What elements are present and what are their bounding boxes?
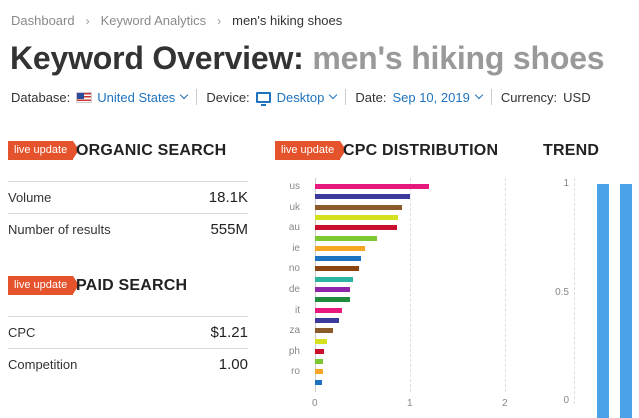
- metric-value: 555M: [210, 221, 248, 238]
- chevron-right-icon: ›: [85, 13, 90, 28]
- trend-tick-label: 0: [563, 395, 569, 406]
- live-update-badge: live update: [275, 141, 347, 160]
- cpc-bar[interactable]: [315, 379, 322, 385]
- category-label: ro: [291, 366, 300, 378]
- divider: [345, 89, 347, 105]
- category-label: za: [289, 325, 300, 337]
- cpc-bar[interactable]: [315, 338, 328, 344]
- currency-label: Currency:: [500, 89, 558, 105]
- us-flag-icon: [76, 91, 93, 103]
- metric-label: CPC: [8, 325, 36, 340]
- live-update-badge: live update: [8, 141, 80, 160]
- cpc-bar[interactable]: [315, 245, 366, 251]
- trend-chart: 1 0.5 0: [540, 176, 639, 418]
- device-value: Desktop: [276, 89, 325, 105]
- date-value: Sep 10, 2019: [392, 89, 470, 105]
- trend-axis-line: [574, 178, 575, 404]
- date-label: Date:: [355, 89, 387, 105]
- metric-row-results: Number of results 555M: [8, 213, 248, 245]
- desktop-icon: [255, 91, 271, 106]
- metric-row-competition: Competition 1.00: [8, 348, 248, 380]
- metric-value: $1.21: [210, 324, 248, 341]
- device-label: Device:: [206, 89, 250, 105]
- trend-tick-label: 1: [563, 178, 569, 189]
- database-label: Database:: [11, 89, 71, 105]
- cpc-bar[interactable]: [315, 359, 323, 365]
- metric-row-volume: Volume 18.1K: [8, 181, 248, 213]
- page-title-prefix: Keyword Overview:: [10, 40, 304, 76]
- chevron-right-icon: ›: [217, 13, 222, 28]
- chevron-down-icon: [180, 90, 189, 100]
- paid-search-title: PAID SEARCH: [76, 277, 188, 294]
- page-title: Keyword Overview: men's hiking shoes: [10, 40, 605, 77]
- metric-label: Volume: [8, 190, 52, 205]
- cpc-bar[interactable]: [315, 256, 361, 262]
- x-tick-label: 1: [407, 398, 413, 409]
- category-label: no: [288, 263, 300, 275]
- chevron-down-icon: [474, 90, 484, 100]
- cpc-distribution-title: CPC DISTRIBUTION: [343, 142, 499, 159]
- cpc-bar[interactable]: [315, 297, 351, 303]
- cpc-bar[interactable]: [315, 276, 353, 282]
- breadcrumb: Dashboard › Keyword Analytics › men's hi…: [11, 13, 342, 28]
- cpc-bar[interactable]: [315, 214, 398, 220]
- x-tick-label: 2: [502, 398, 508, 409]
- divider: [490, 89, 492, 105]
- trend-bar[interactable]: [597, 184, 609, 418]
- cpc-bar[interactable]: [315, 369, 323, 375]
- cpc-distribution-chart: us uk au ie no de it za ph ro 0 1 2: [280, 176, 520, 412]
- metric-label: Competition: [8, 357, 78, 372]
- grid-line: [410, 178, 411, 392]
- category-label: ph: [288, 345, 300, 357]
- category-label: us: [289, 181, 300, 192]
- cpc-bar[interactable]: [315, 348, 324, 354]
- x-tick-label: 0: [312, 398, 318, 409]
- page-title-keyword: men's hiking shoes: [312, 40, 605, 76]
- trend-tick-label: 0.5: [555, 287, 569, 298]
- y-axis-line: [315, 178, 316, 392]
- category-label: ie: [292, 242, 300, 254]
- database-select[interactable]: United States: [76, 89, 189, 105]
- cpc-bar[interactable]: [315, 328, 334, 334]
- cpc-bar[interactable]: [315, 317, 339, 323]
- live-update-badge: live update: [8, 276, 80, 295]
- category-label: au: [288, 222, 300, 234]
- metric-row-cpc: CPC $1.21: [8, 316, 248, 348]
- grid-line: [505, 178, 506, 392]
- category-label: it: [295, 304, 300, 316]
- breadcrumb-current: men's hiking shoes: [232, 13, 343, 28]
- database-value: United States: [97, 89, 176, 105]
- divider: [196, 89, 198, 105]
- category-label: uk: [289, 201, 300, 213]
- chevron-down-icon: [329, 90, 338, 100]
- trend-bar[interactable]: [620, 184, 632, 418]
- metric-label: Number of results: [8, 222, 111, 237]
- trend-title: TREND: [543, 142, 600, 159]
- cpc-bar[interactable]: [315, 225, 397, 231]
- cpc-bar[interactable]: [315, 307, 342, 313]
- category-label: de: [288, 284, 300, 295]
- cpc-bar[interactable]: [315, 184, 429, 189]
- metric-value: 1.00: [218, 356, 248, 373]
- cpc-bar[interactable]: [315, 235, 377, 241]
- organic-search-title: ORGANIC SEARCH: [76, 142, 227, 159]
- cpc-bar[interactable]: [315, 287, 351, 292]
- breadcrumb-dashboard[interactable]: Dashboard: [11, 13, 75, 28]
- cpc-bar[interactable]: [315, 266, 359, 272]
- breadcrumb-keyword-analytics[interactable]: Keyword Analytics: [100, 13, 207, 28]
- metric-value: 18.1K: [208, 189, 248, 206]
- currency-value: USD: [563, 89, 591, 105]
- cpc-bar[interactable]: [315, 194, 410, 200]
- date-select[interactable]: Sep 10, 2019: [392, 89, 484, 105]
- cpc-bar[interactable]: [315, 204, 403, 210]
- device-select[interactable]: Desktop: [255, 89, 338, 106]
- filter-bar: Database: United States Device: Desktop …: [11, 89, 591, 106]
